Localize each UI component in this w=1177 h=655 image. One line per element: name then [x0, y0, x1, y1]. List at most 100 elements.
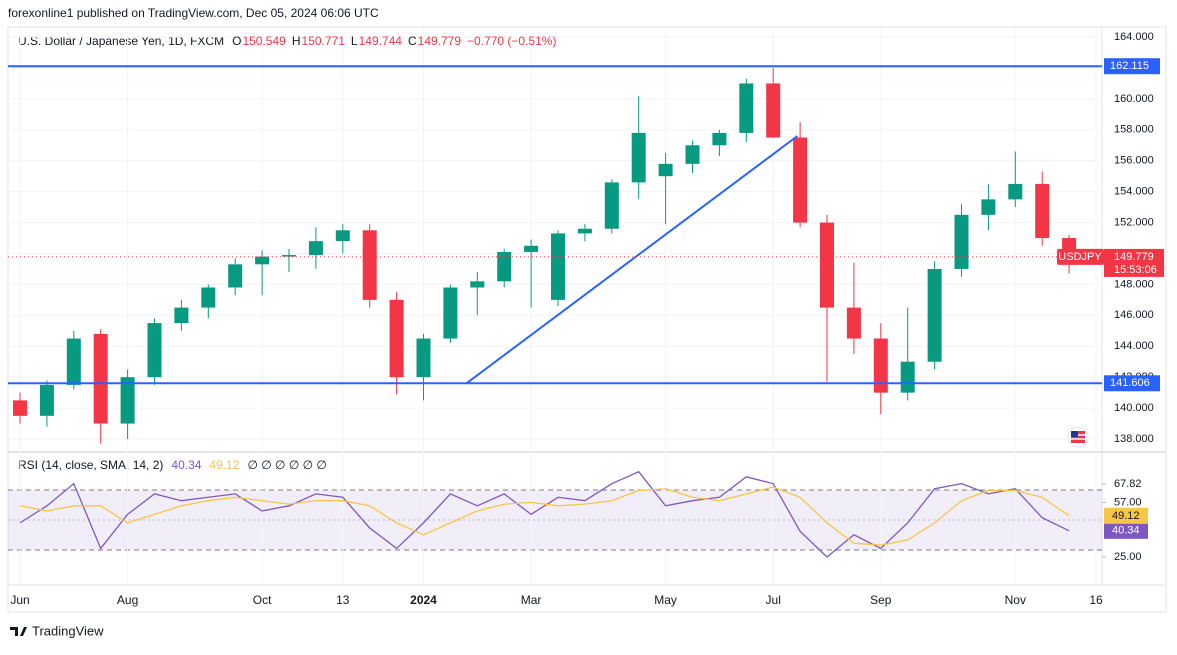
candle-body: [551, 233, 565, 300]
x-tick-label: Mar: [521, 593, 542, 607]
countdown-label: 15:53:06: [1114, 264, 1157, 276]
x-tick-label: Oct: [253, 593, 272, 607]
level-label-box: [1104, 375, 1160, 392]
candle-body: [927, 268, 942, 362]
candle-body: [900, 361, 915, 393]
y-tick-label: 148.000: [1114, 278, 1154, 290]
ohlc-key: H: [292, 34, 301, 48]
ohlc-value: 149.744: [359, 34, 403, 48]
footer-brand: TradingView: [32, 623, 104, 638]
candle-body: [981, 199, 996, 215]
candle-body: [362, 230, 377, 300]
rsi-legend-icons: ∅ ∅ ∅ ∅ ∅ ∅: [247, 458, 326, 472]
candle-body: [308, 241, 323, 256]
y-tick-label: 164.000: [1114, 31, 1154, 43]
x-tick-label: Aug: [117, 593, 138, 607]
candle-body: [228, 264, 243, 288]
candle-body: [820, 222, 834, 308]
candle-body: [120, 377, 135, 424]
last-price-box: [1104, 248, 1164, 277]
candle-body: [201, 287, 216, 308]
candle-body: [93, 333, 108, 424]
rsi-title: RSI (14, close, SMA, 14, 2): [18, 458, 163, 472]
x-tick-label: May: [654, 593, 677, 607]
candle-body: [604, 182, 619, 229]
candle-body: [416, 338, 431, 378]
candle-body: [66, 338, 81, 385]
rsi-legend-value: 49.12: [209, 458, 239, 472]
candle-body: [766, 83, 781, 138]
y-tick-label: 154.000: [1114, 186, 1154, 198]
candle-body: [282, 255, 296, 257]
rsi-value-label: 40.34: [1112, 525, 1140, 537]
rsi-line: [19, 470, 1070, 558]
ohlc-value: 150.549: [242, 34, 286, 48]
candle-body: [443, 287, 458, 339]
candle-body: [954, 214, 969, 269]
x-tick-label: Jul: [766, 593, 781, 607]
ohlc-value: 150.771: [302, 34, 346, 48]
candle-body: [335, 230, 350, 242]
ohlc-key: L: [351, 34, 358, 48]
y-tick-label: 158.000: [1114, 124, 1154, 136]
x-tick-label: Nov: [1005, 593, 1026, 607]
ohlc-key: C: [408, 34, 417, 48]
y-tick-label: 160.000: [1114, 93, 1154, 105]
x-tick-label: Sep: [870, 593, 892, 607]
footer-logo: [10, 627, 27, 636]
y-tick-label: 144.000: [1114, 340, 1154, 352]
candle-body: [685, 145, 700, 164]
candle-body: [873, 338, 888, 393]
rsi-value-box: [1104, 522, 1148, 539]
rsi-value-label: 49.12: [1112, 510, 1140, 522]
candle-body: [658, 163, 673, 177]
change-value: −0.770 (−0.51%): [467, 34, 556, 48]
y-tick-label: 152.000: [1114, 216, 1154, 228]
candle-body: [39, 384, 54, 416]
symbol-box: [1057, 248, 1104, 265]
candle-body: [389, 299, 404, 378]
candle-body: [1035, 183, 1050, 239]
candle-body: [712, 132, 727, 146]
rsi-tick-label: 67.82: [1114, 478, 1142, 490]
candle-body: [631, 132, 646, 183]
last-price-label: 149.779: [1114, 251, 1154, 263]
rsi-tick-label: 57.00: [1114, 496, 1142, 508]
candle-body: [470, 281, 485, 288]
flag-icon: [1067, 426, 1089, 448]
level-label-box: [1104, 58, 1160, 75]
x-tick-label: 2024: [410, 593, 437, 607]
candle-body: [1008, 183, 1023, 200]
candle-body: [497, 251, 512, 282]
ohlc-value: 149.779: [418, 34, 462, 48]
level-label: 141.606: [1110, 377, 1150, 389]
y-tick-label: 156.000: [1114, 155, 1154, 167]
x-tick-label: 13: [336, 593, 350, 607]
x-tick-label: 16: [1089, 593, 1103, 607]
y-tick-label: 138.000: [1114, 433, 1154, 445]
candle-body: [577, 228, 592, 234]
y-tick-label: 140.000: [1114, 402, 1154, 414]
x-tick-label: Jun: [10, 593, 29, 607]
symbol-title: U.S. Dollar / Japanese Yen, 1D, FXCM: [18, 34, 224, 48]
candle-body: [524, 245, 539, 252]
candle-body: [13, 400, 27, 416]
candle-body: [174, 307, 189, 324]
rsi-value-box: [1104, 507, 1148, 524]
rsi-legend-value: 40.34: [171, 458, 201, 472]
trend-line: [465, 135, 799, 385]
level-label: 162.115: [1110, 60, 1149, 72]
candle-body: [793, 137, 808, 223]
y-tick-label: 146.000: [1114, 309, 1154, 321]
publisher-line: forexonline1 published on TradingView.co…: [8, 6, 379, 20]
rsi-sma-line: [19, 486, 1070, 546]
chart-frame: [7, 26, 1167, 613]
rsi-tick-label: 25.00: [1114, 551, 1142, 563]
candle-body: [255, 256, 270, 265]
ohlc-key: O: [232, 34, 241, 48]
candle-body: [147, 323, 162, 378]
candle-body: [739, 83, 754, 133]
symbol-label: USDJPY: [1058, 251, 1102, 263]
